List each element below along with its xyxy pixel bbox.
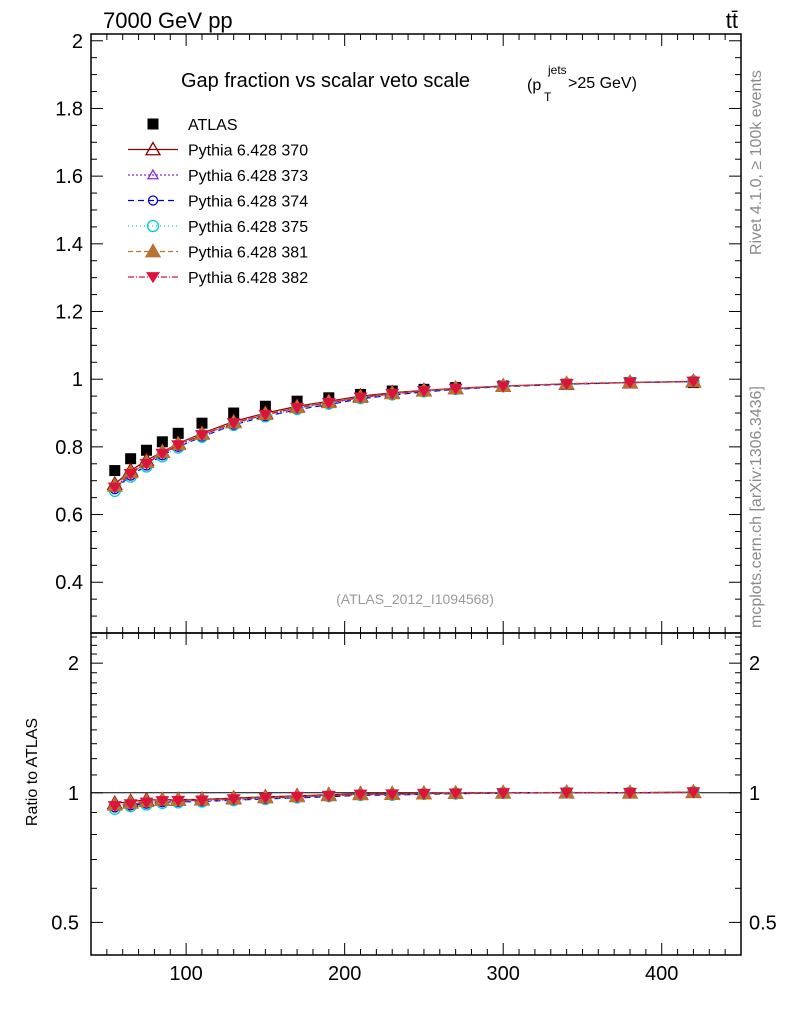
y-tick-label: 1.8 [55,98,83,120]
data-point-382 [171,440,186,452]
data-point-382 [686,376,701,388]
y-tick-label: 0.4 [55,572,83,594]
data-point-atlas [125,453,137,465]
legend-marker-381 [144,243,162,258]
legend-label: Pythia 6.428 375 [188,219,308,236]
data-point-atlas [156,436,168,448]
ratio-point-382 [623,787,638,800]
data-point-382 [290,403,305,415]
legend-entry: ATLAS [147,117,238,134]
ratio-plot-frame [90,632,742,956]
legend-label: Pythia 6.428 381 [188,245,308,262]
legend-label: Pythia 6.428 374 [188,194,308,211]
y-tick-label: 1 [72,369,83,391]
ratio-point-382 [385,789,400,801]
data-point-382 [321,397,336,410]
data-point-atlas [172,427,184,439]
legend-label: Pythia 6.428 370 [188,143,308,160]
legend-marker-373 [146,168,160,180]
ratio-point-382 [226,794,241,806]
header-right-label: tt̄ [726,8,738,33]
chart-title: Gap fraction vs scalar veto scale [181,70,470,92]
ratio-point-382 [171,795,186,808]
rivet-version-label: Rivet 4.1.0, ≥ 100k events [748,70,765,255]
legend-marker-atlas [147,118,159,130]
ratio-y-tick-label-right: 2 [749,653,760,675]
x-tick-label: 300 [487,963,520,985]
legend-label: Pythia 6.428 382 [188,270,308,287]
ratio-series-382 [107,787,701,813]
ratio-point-382 [496,788,511,800]
data-point-382 [258,409,273,422]
ratio-point-382 [107,801,122,813]
y-tick-label: 1.2 [55,302,83,324]
data-point-382 [226,418,241,430]
legend-marker-374 [147,195,159,206]
y-tick-label: 1.4 [55,234,83,256]
data-point-382 [448,383,463,395]
legend-label: ATLAS [188,117,238,134]
ratio-point-382 [290,791,305,804]
data-point-382 [353,392,368,404]
y-tick-label: 1.6 [55,166,83,188]
ratio-point-382 [155,796,170,808]
y-tick-label: 0.6 [55,505,83,527]
title-sub: T [544,90,552,104]
data-point-382 [496,381,511,393]
title-tail: >25 GeV) [568,75,637,92]
ratio-y-tick-label-right: 1 [749,783,760,805]
data-point-382 [416,386,431,398]
data-point-382 [123,469,138,481]
data-point-atlas [196,417,208,429]
legend-marker-375 [146,219,160,233]
data-point-382 [623,377,638,389]
ratio-point-382 [258,793,273,805]
data-point-atlas [228,407,240,419]
legend-entry: Pythia 6.428 382 [128,270,308,287]
ratio-y-tick-label-left: 2 [68,653,79,675]
ratio-point-382 [559,787,574,799]
header-left-label: 7000 GeV pp [103,8,233,33]
mcplots-label: mcplots.cern.ch [arXiv:1306.3436] [748,386,765,628]
ratio-point-382 [194,795,209,807]
legend-entry: Pythia 6.428 374 [128,194,308,211]
ratio-point-382 [686,787,701,799]
y-tick-label: 0.8 [55,437,83,459]
ratio-y-axis-label: Ratio to ATLAS [24,718,41,826]
x-tick-label: 200 [328,963,361,985]
legend-entry: Pythia 6.428 375 [128,219,308,236]
legend-marker-382 [146,272,160,284]
data-point-382 [385,388,400,401]
ratio-point-382 [353,789,368,801]
legend-entry: Pythia 6.428 373 [128,168,308,185]
y-tick-label: 2 [72,31,83,53]
ratio-point-382 [139,797,154,809]
legend-entry: Pythia 6.428 381 [128,243,308,262]
legend-entry: Pythia 6.428 370 [128,141,308,160]
title-suffix: (p [527,77,541,94]
data-point-382 [155,448,170,460]
analysis-id-annotation: (ATLAS_2012_I1094568) [336,591,494,607]
ratio-point-382 [416,788,431,801]
ratio-point-382 [448,788,463,800]
legend-label: Pythia 6.428 373 [188,168,308,185]
series-382 [107,376,701,494]
x-tick-label: 400 [645,963,678,985]
ratio-point-382 [123,799,138,811]
ratio-y-tick-label-left: 0.5 [51,912,79,934]
title-sup: jets [547,63,567,77]
data-point-382 [194,430,209,442]
ratio-y-tick-label-left: 1 [68,783,79,805]
data-point-atlas [109,465,121,477]
data-point-382 [139,458,154,471]
legend-marker-370 [144,141,162,156]
data-point-atlas [140,444,152,456]
ratio-y-tick-label-right: 0.5 [749,912,777,934]
data-point-382 [107,482,122,494]
ratio-point-382 [321,790,336,803]
x-tick-label: 100 [169,963,202,985]
data-point-382 [559,379,574,391]
